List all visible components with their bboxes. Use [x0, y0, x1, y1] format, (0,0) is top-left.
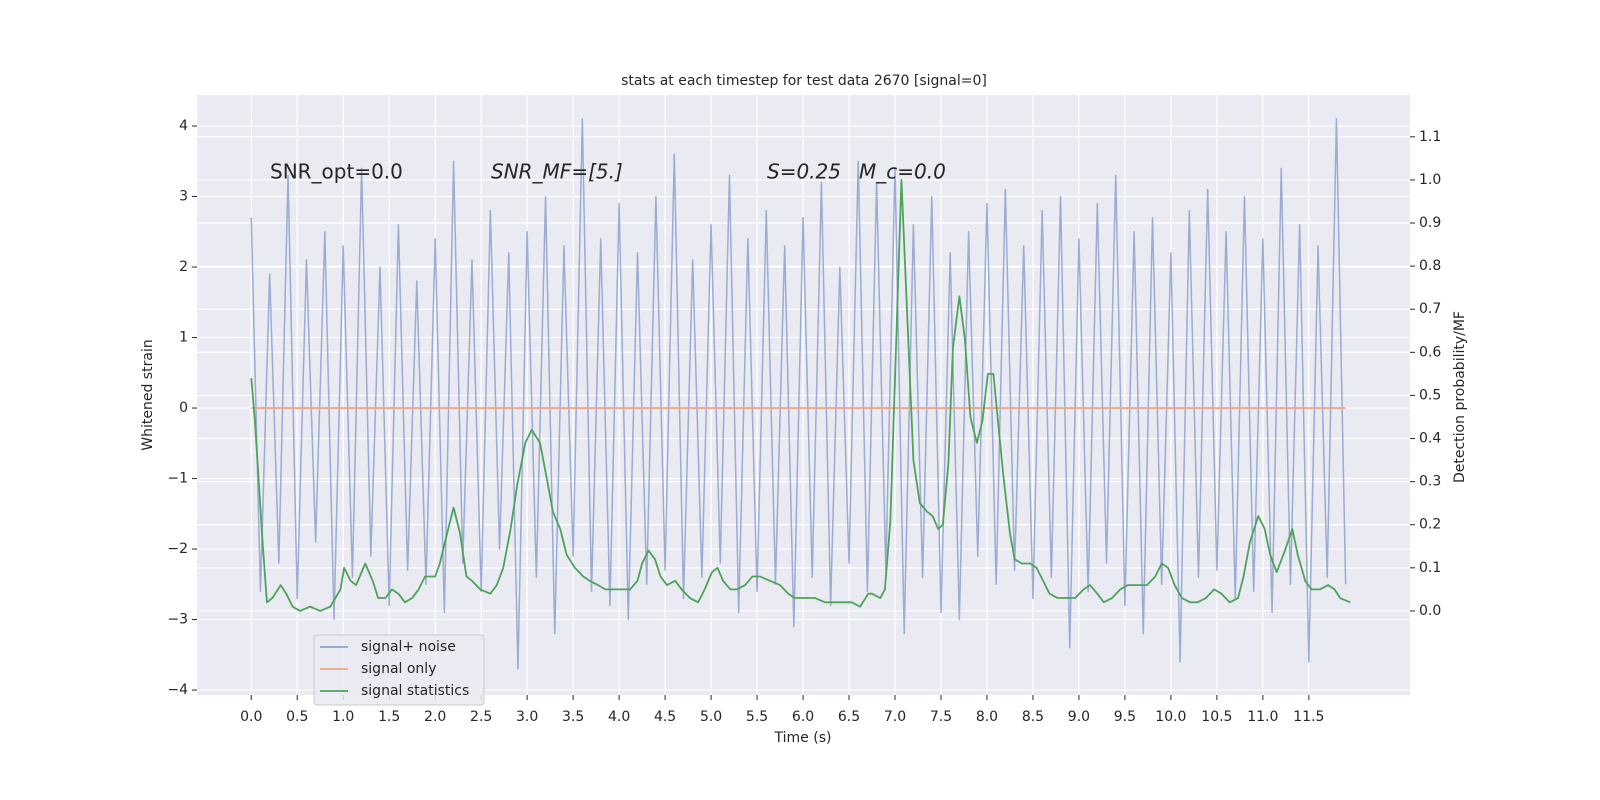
legend-label: signal only [361, 661, 436, 677]
y2-tick-label: 0.4 [1419, 431, 1441, 447]
y2-tick-label: 0.5 [1419, 387, 1441, 403]
y-tick-label: −1 [167, 471, 188, 487]
x-tick-label: 4.0 [608, 709, 630, 725]
x-tick-label: 3.0 [516, 709, 538, 725]
x-tick-label: 11.5 [1293, 709, 1324, 725]
annotation: M_c=0.0 [859, 160, 946, 184]
annotation: SNR_opt=0.0 [270, 160, 403, 184]
x-tick-label: 10.5 [1201, 709, 1232, 725]
y-tick-label: 2 [179, 259, 188, 275]
y-tick-label: −4 [167, 682, 188, 698]
x-axis-label: Time (s) [774, 730, 832, 746]
x-tick-label: 5.0 [700, 709, 722, 725]
legend-label: signal+ noise [361, 639, 456, 655]
series-line [250, 179, 1351, 612]
series-line [250, 118, 1347, 670]
y-axis-label: Whitened strain [140, 339, 156, 450]
annotation: SNR_MF=[5.] [491, 160, 623, 184]
y2-tick-label: 0.9 [1419, 215, 1441, 231]
y2-tick-label: 0.6 [1419, 344, 1441, 360]
x-tick-label: 7.0 [884, 709, 906, 725]
x-tick-label: 6.0 [792, 709, 814, 725]
legend-label: signal statistics [361, 683, 469, 699]
x-tick-label: 11.0 [1247, 709, 1278, 725]
y-tick-label: 3 [179, 189, 188, 205]
y2-tick-label: 1.1 [1419, 129, 1441, 145]
x-tick-label: 9.5 [1114, 709, 1136, 725]
y2-tick-label: 0.2 [1419, 517, 1441, 533]
y2-axis-label: Detection probability/MF [1452, 311, 1468, 483]
x-tick-label: 1.5 [378, 709, 400, 725]
y-tick-label: 4 [179, 118, 188, 134]
x-tick-label: 6.5 [838, 709, 860, 725]
y-tick-label: −2 [167, 541, 188, 557]
x-tick-label: 8.0 [976, 709, 998, 725]
x-tick-label: 0.5 [286, 709, 308, 725]
y-tick-label: 1 [179, 330, 188, 346]
x-tick-label: 0.0 [240, 709, 262, 725]
x-tick-label: 9.0 [1068, 709, 1090, 725]
annotation: S=0.25 [767, 160, 841, 184]
legend-box [313, 634, 485, 706]
y2-tick-label: 0.7 [1419, 301, 1441, 317]
legend: signal+ noise signal only signal statistic… [313, 634, 485, 706]
x-tick-label: 10.0 [1155, 709, 1186, 725]
y-tick-label: 0 [179, 400, 188, 416]
x-tick-label: 1.0 [332, 709, 354, 725]
chart-title: stats at each timestep for test data 267… [621, 73, 987, 89]
y2-tick-label: 0.8 [1419, 258, 1441, 274]
x-tick-label: 8.5 [1022, 709, 1044, 725]
x-tick-label: 2.5 [470, 709, 492, 725]
y2-tick-label: 0.1 [1419, 560, 1441, 576]
x-tick-label: 7.5 [930, 709, 952, 725]
x-tick-label: 4.5 [654, 709, 676, 725]
y2-tick-label: 1.0 [1419, 172, 1441, 188]
y-tick-label: −3 [167, 612, 188, 628]
y2-tick-label: 0.3 [1419, 474, 1441, 490]
y2-tick-label: 0.0 [1419, 603, 1441, 619]
x-tick-label: 2.0 [424, 709, 446, 725]
x-tick-label: 3.5 [562, 709, 584, 725]
x-tick-label: 5.5 [746, 709, 768, 725]
